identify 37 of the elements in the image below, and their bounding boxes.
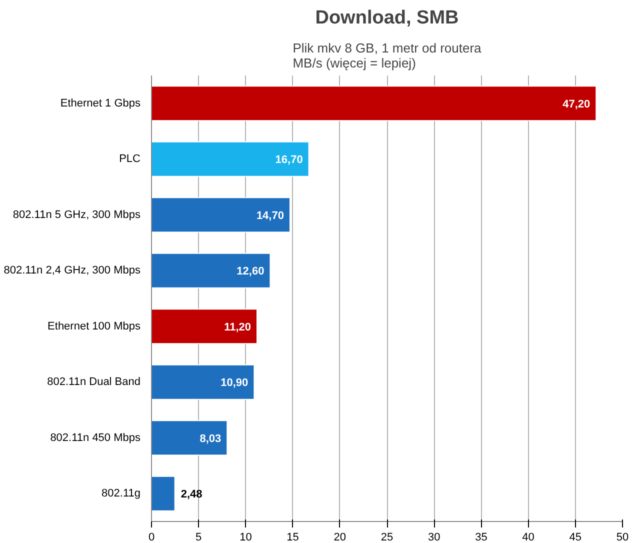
x-tick-label: 30 [428,532,440,543]
x-tick-label: 25 [380,532,394,543]
y-tick-label: 802.11n 450 Mbps [50,432,141,444]
x-tick-label: 50 [616,532,629,543]
x-tick-label: 35 [475,532,488,543]
chart-title: Download, SMB [315,8,459,28]
bar [152,86,597,122]
data-label: 12,60 [236,266,264,278]
x-tick-label: 0 [148,532,155,543]
data-label: 10,90 [220,377,248,390]
y-tick-label: PLC [119,153,141,166]
y-tick-label: Ethernet 1 Gbps [60,97,141,110]
x-tick-label: 15 [286,532,299,543]
data-label: 16,70 [275,154,303,166]
bar [152,197,290,233]
x-tick-label: 10 [240,532,252,543]
data-label: 14,70 [256,210,284,222]
bar [152,308,258,344]
data-label: 47,20 [562,98,590,110]
data-label: 8,03 [200,432,222,445]
x-tick-label: 45 [569,532,582,543]
data-label: 2,48 [180,488,202,501]
bar [152,141,310,177]
bar [152,364,255,400]
y-tick-label: 802.11n 2,4 GHz, 300 Mbps [4,264,141,277]
x-tick-label: 40 [522,532,534,543]
bar [152,252,271,288]
y-tick-label: 802.11g [102,488,141,500]
x-tick-label: 5 [196,532,202,543]
y-tick-label: 802.11n Dual Band [47,376,141,388]
y-tick-label: 802.11n 5 GHz, 300 Mbps [12,208,141,221]
y-tick-label: Ethernet 100 Mbps [48,320,141,332]
chart-subtitle: Plik mkv 8 GB, 1 metr od routera MB/s (więcej = lepiej) [292,40,482,70]
x-tick-label: 20 [334,532,346,543]
bar [152,420,228,456]
data-label: 11,20 [224,321,252,334]
bar [152,476,176,512]
